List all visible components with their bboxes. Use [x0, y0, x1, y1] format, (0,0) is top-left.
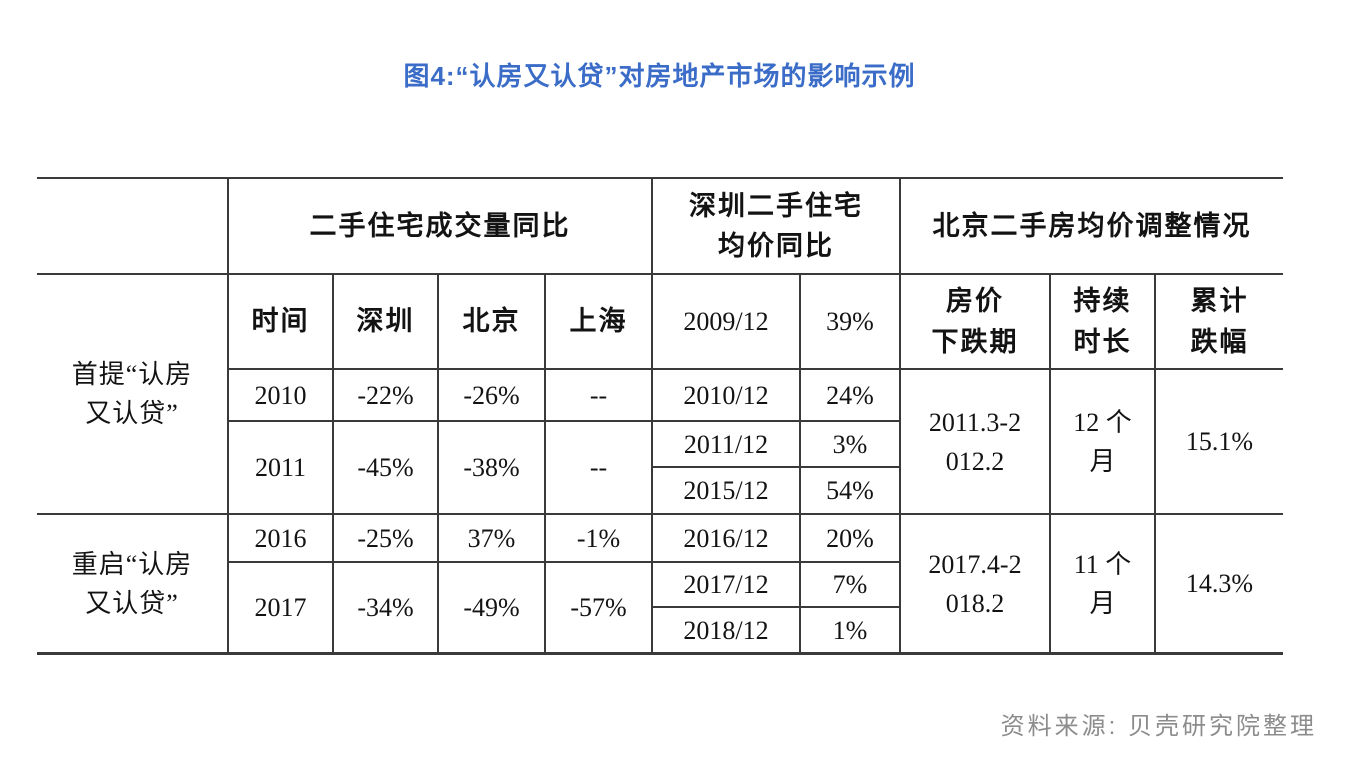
bj-duration: 11 个 月 — [1049, 513, 1156, 653]
volume-shenzhen: -45% — [332, 420, 439, 515]
volume-beijing: -26% — [437, 368, 546, 422]
subheader-cumulative-drop: 累计 跌幅 — [1153, 273, 1285, 370]
sz-price-value: 39% — [799, 273, 901, 370]
figure-title: 图4:“认房又认贷”对房地产市场的影响示例 — [403, 61, 916, 91]
table-row: 2015/12 54% — [37, 466, 1283, 515]
sz-price-date: 2011/12 — [651, 420, 801, 468]
volume-year: 2017 — [227, 561, 334, 653]
header-sz-price-yoy: 深圳二手住宅 均价同比 — [651, 178, 901, 275]
subheader-shanghai: 上海 — [544, 273, 653, 370]
impact-table-grid: 二手住宅成交量同比 深圳二手住宅 均价同比 北京二手房均价调整情况 首提“认房 … — [36, 178, 1285, 653]
sz-price-date: 2010/12 — [651, 368, 801, 422]
table-row: 二手住宅成交量同比 深圳二手住宅 均价同比 北京二手房均价调整情况 — [36, 178, 1285, 275]
header-bj-adjustment: 北京二手房均价调整情况 — [898, 178, 1285, 275]
sz-price-value: 20% — [799, 513, 901, 563]
subheader-shenzhen: 深圳 — [332, 273, 439, 370]
volume-year: 2016 — [227, 513, 334, 563]
bj-decline-period: 2017.4-2 018.2 — [899, 513, 1051, 653]
volume-beijing: -38% — [437, 420, 546, 515]
group1-label: 首提“认房 又认贷” — [36, 273, 229, 515]
volume-shenzhen: -22% — [332, 368, 439, 422]
volume-shanghai: -- — [544, 368, 653, 422]
sz-price-value: 54% — [799, 466, 901, 515]
sz-price-date: 2009/12 — [651, 273, 801, 370]
sz-price-date: 2017/12 — [651, 561, 801, 608]
group2-label: 重启“认房 又认贷” — [36, 513, 229, 653]
volume-year: 2010 — [227, 368, 334, 422]
table-row: 2011 -45% -38% -- 2011/12 3% — [37, 420, 1283, 515]
table-row: 2018/12 1% — [37, 606, 1283, 653]
table-row: 2010 -22% -26% -- 2010/12 24% 2011.3-2 0… — [37, 368, 1285, 515]
volume-beijing: -49% — [437, 561, 546, 653]
volume-shenzhen: -34% — [332, 561, 439, 653]
subheader-time: 时间 — [227, 273, 334, 370]
header-volume-yoy: 二手住宅成交量同比 — [227, 178, 653, 275]
subheader-duration: 持续 时长 — [1049, 273, 1156, 370]
bj-cumulative-drop: 14.3% — [1153, 513, 1285, 653]
volume-shenzhen: -25% — [332, 513, 439, 563]
table-row: 重启“认房 又认贷” 2016 -25% 37% -1% 2016/12 20%… — [36, 513, 1285, 653]
data-source-note: 资料来源: 贝壳研究院整理 — [1000, 713, 1317, 740]
corner-empty-cell — [36, 178, 229, 275]
impact-table: 二手住宅成交量同比 深圳二手住宅 均价同比 北京二手房均价调整情况 首提“认房 … — [36, 177, 1285, 655]
sz-price-date: 2016/12 — [651, 513, 801, 563]
volume-shanghai: -57% — [544, 561, 653, 653]
sz-price-value: 3% — [799, 420, 901, 468]
table-row: 首提“认房 又认贷” 时间 深圳 北京 上海 2009/12 39% 房价 下跌… — [36, 273, 1285, 515]
sz-price-value: 1% — [799, 606, 901, 653]
sz-price-date: 2015/12 — [651, 466, 801, 515]
bj-decline-period: 2011.3-2 012.2 — [899, 368, 1051, 515]
sz-price-value: 7% — [799, 561, 901, 608]
volume-year: 2011 — [227, 420, 334, 515]
bj-cumulative-drop: 15.1% — [1153, 368, 1285, 515]
sz-price-date: 2018/12 — [651, 606, 801, 653]
bj-duration: 12 个 月 — [1049, 368, 1156, 515]
volume-beijing: 37% — [437, 513, 546, 563]
sz-price-value: 24% — [799, 368, 901, 422]
subheader-decline-period: 房价 下跌期 — [899, 273, 1051, 370]
table-row: 2017 -34% -49% -57% 2017/12 7% — [37, 561, 1283, 653]
subheader-beijing: 北京 — [437, 273, 546, 370]
volume-shanghai: -1% — [544, 513, 653, 563]
volume-shanghai: -- — [544, 420, 653, 515]
